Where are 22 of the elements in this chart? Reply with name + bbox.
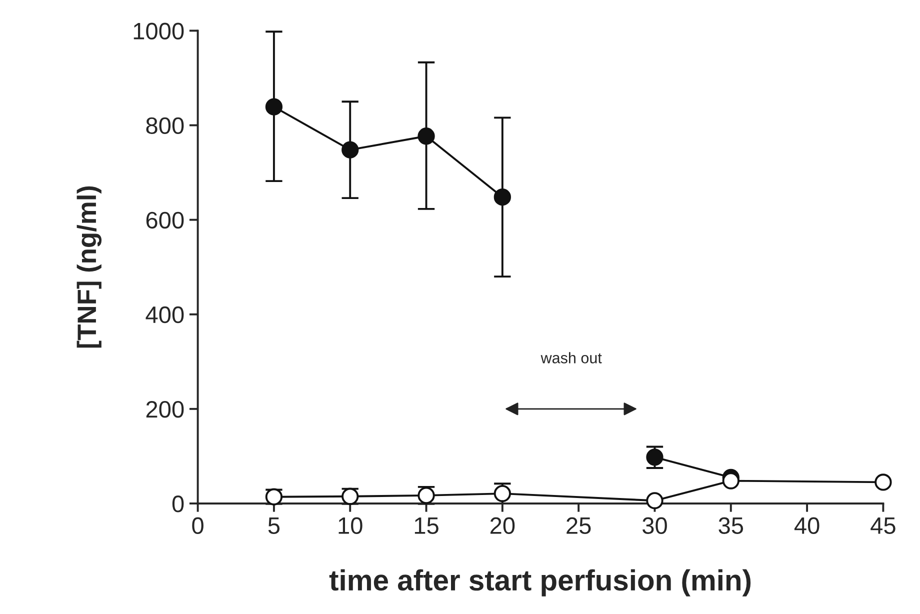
y-tick-label: 0 [172, 496, 184, 512]
x-tick-label: 25 [566, 517, 591, 534]
y-tick-label: 1000 [134, 22, 184, 40]
x-tick-label: 20 [490, 517, 515, 534]
x-tick-label: 10 [338, 517, 362, 534]
x-axis-title: time after start perfusion (min) [329, 569, 751, 596]
y-axis-title: [TNF] (ng/ml) [76, 186, 102, 348]
x-tick-label: 30 [642, 517, 667, 534]
point [722, 472, 740, 490]
x-tick-label: 15 [414, 518, 438, 534]
point [646, 492, 664, 510]
point [874, 474, 892, 491]
x-tick-label: 45 [870, 518, 896, 534]
x-tick-label: 0 [192, 517, 204, 534]
y-tick-label: 200 [146, 400, 184, 418]
y-tick-label: 600 [146, 212, 184, 229]
x-tick-label: 40 [794, 517, 820, 534]
x-tick-label: 35 [718, 517, 744, 534]
x-tick-label: 5 [268, 518, 280, 534]
y-tick-label: 400 [146, 306, 184, 324]
annotation: wash out [540, 352, 602, 364]
y-tick-label: 800 [146, 117, 184, 134]
